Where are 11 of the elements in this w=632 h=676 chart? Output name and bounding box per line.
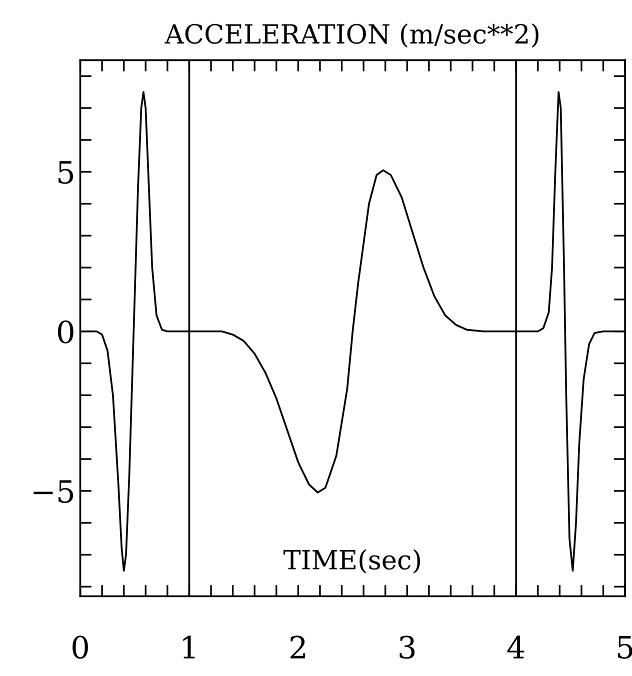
x-tick-label: 0: [72, 636, 88, 659]
y-tick-label: 5: [58, 161, 74, 184]
x-axis-title: TIME(sec): [283, 549, 420, 574]
y-tick-label: −5: [34, 480, 74, 503]
y-tick-label: 0: [58, 320, 74, 344]
x-tick-label: 4: [507, 636, 524, 658]
chart-title: ACCELERATION (m/sec**2): [164, 23, 538, 48]
x-tick-label: 1: [183, 636, 195, 658]
x-tick-label: 3: [400, 636, 415, 659]
x-tick-label: 5: [618, 636, 632, 659]
x-tick-label: 2: [290, 636, 305, 658]
